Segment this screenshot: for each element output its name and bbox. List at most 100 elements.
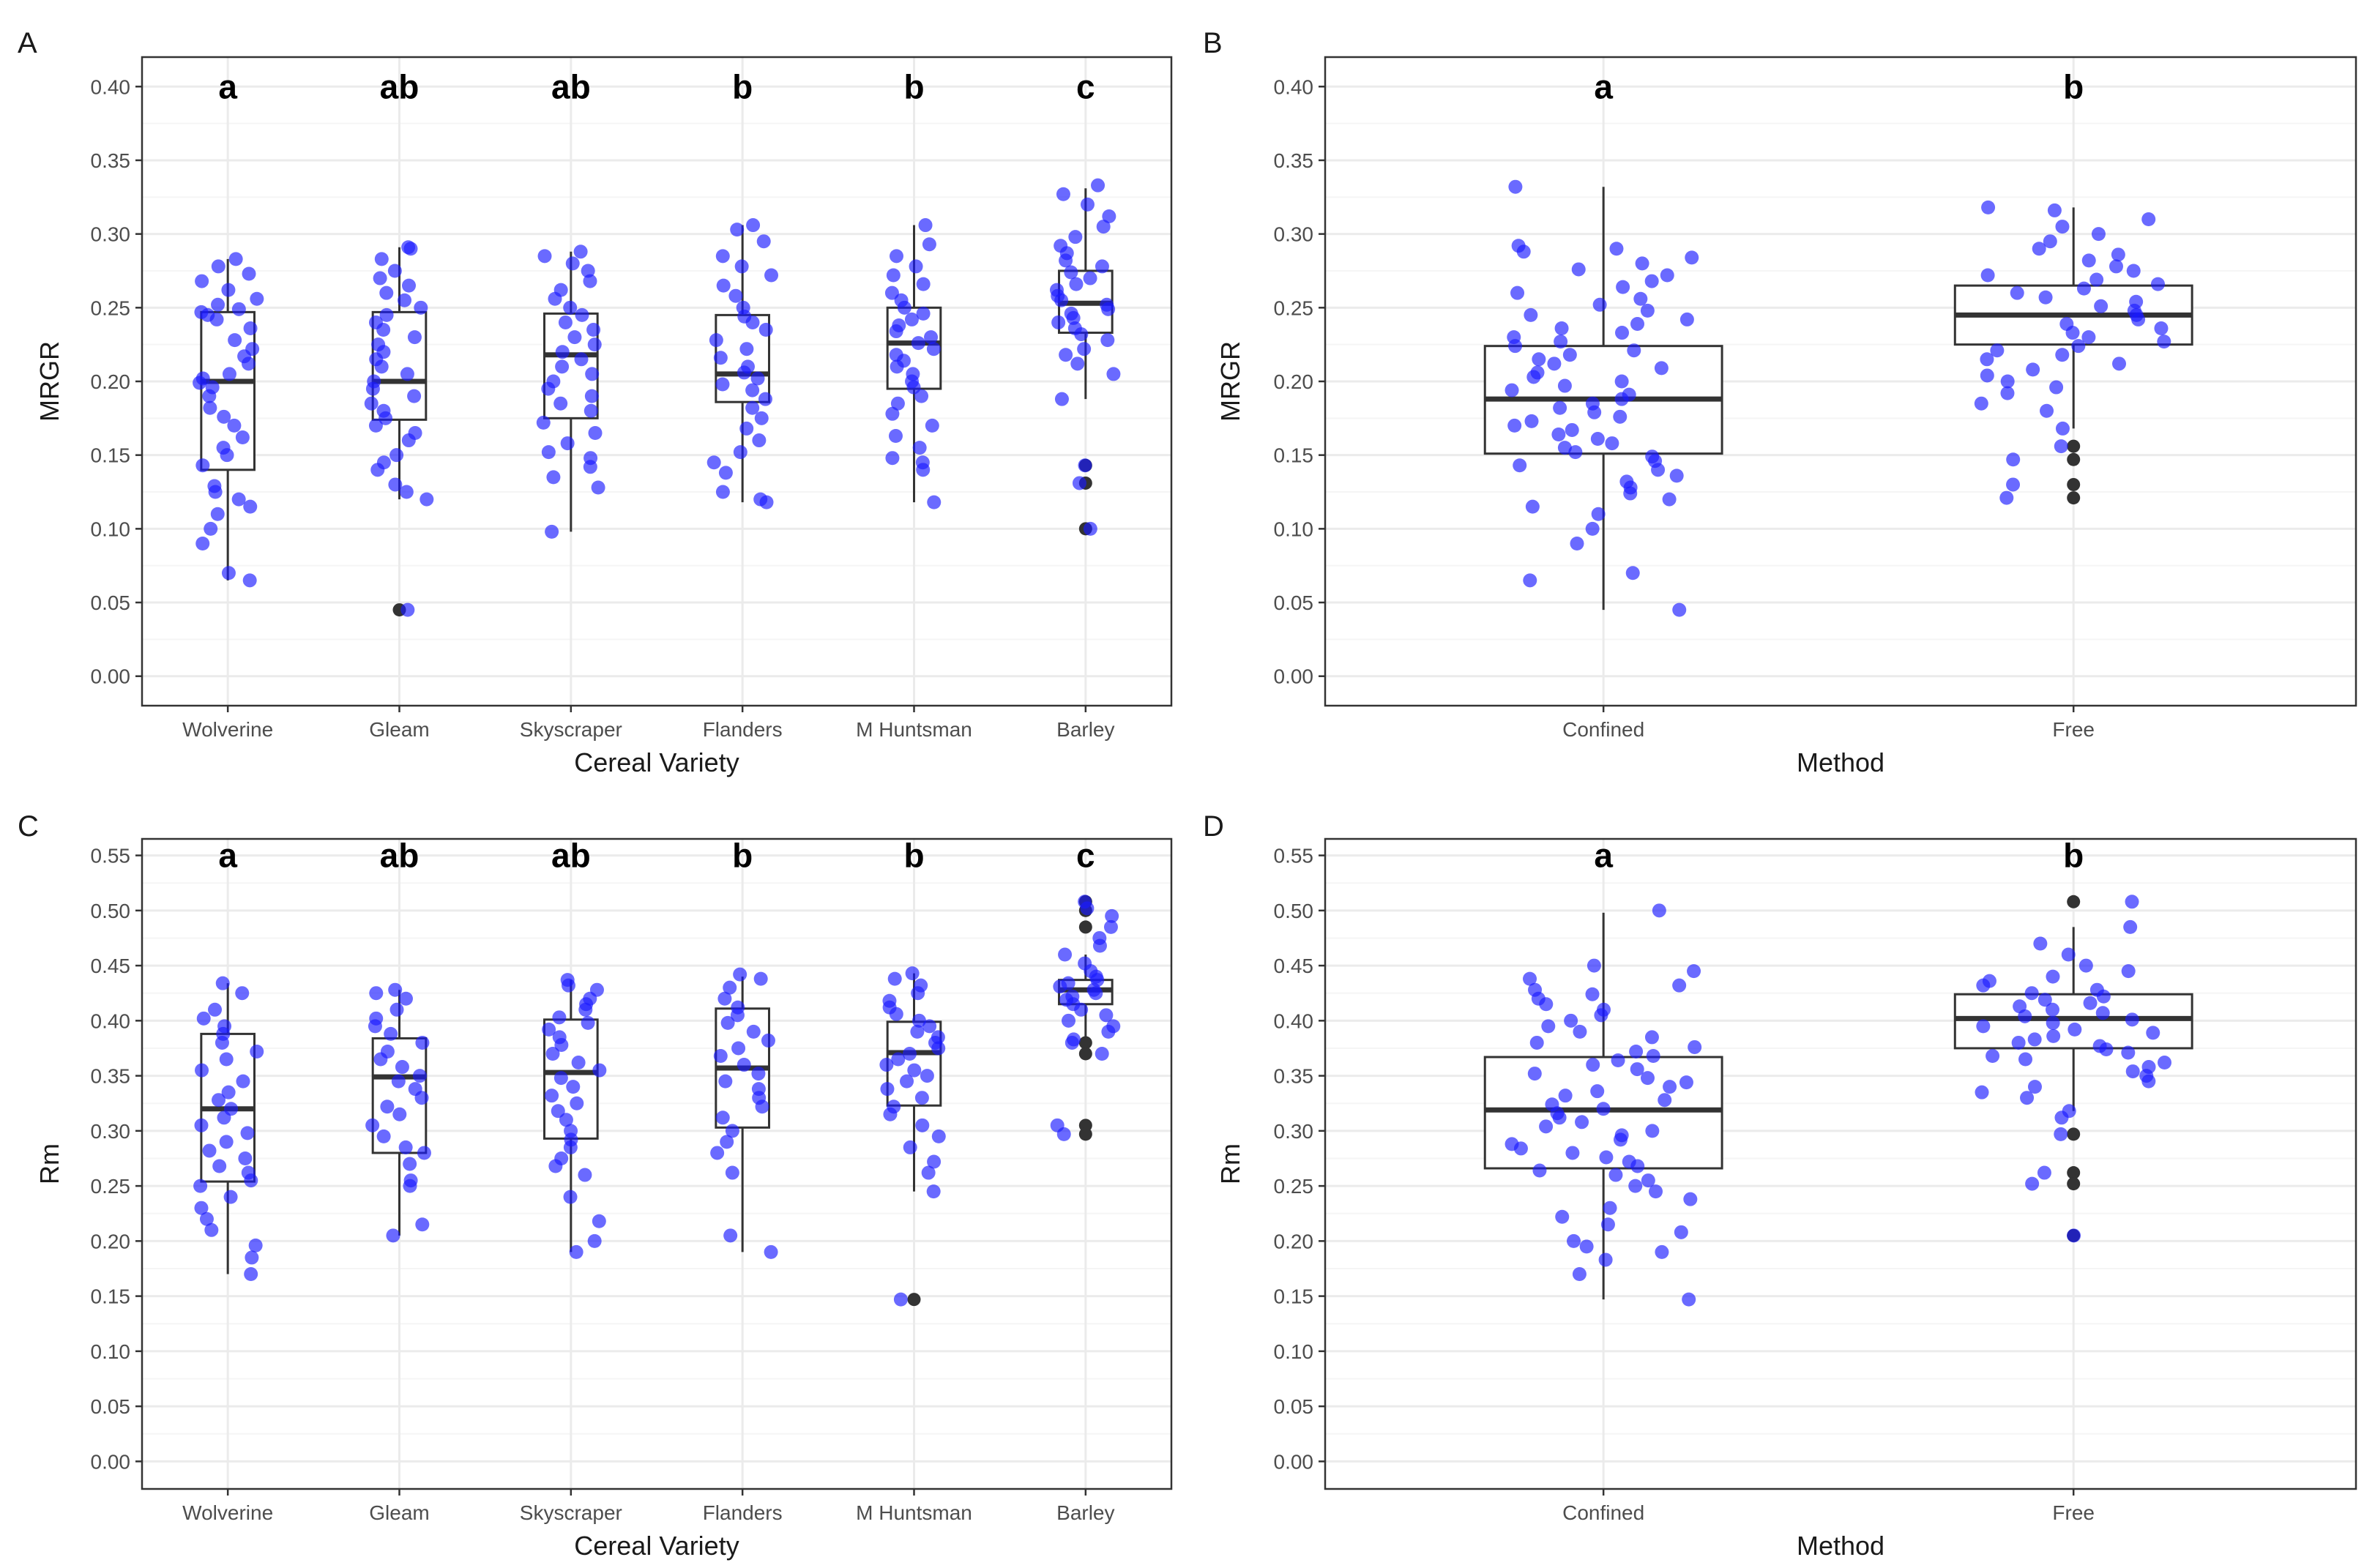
data-point xyxy=(228,333,242,348)
data-point xyxy=(2049,380,2064,395)
data-point xyxy=(1051,315,1066,329)
data-point xyxy=(398,991,413,1006)
data-point xyxy=(1066,310,1081,325)
y-tick-label: 0.10 xyxy=(1274,518,1314,540)
data-point xyxy=(210,507,225,521)
data-point xyxy=(725,1124,739,1138)
data-point xyxy=(227,418,242,433)
data-point xyxy=(202,389,217,403)
data-point xyxy=(912,441,927,455)
x-tick-label: Barley xyxy=(1056,718,1114,741)
data-point xyxy=(575,307,589,322)
y-tick-label: 0.20 xyxy=(1274,1230,1314,1252)
data-point xyxy=(415,1035,430,1050)
data-point xyxy=(194,1118,209,1132)
significance-letter: ab xyxy=(551,837,591,875)
data-point xyxy=(243,499,258,514)
data-point xyxy=(573,244,588,259)
data-point xyxy=(1099,1008,1114,1023)
data-point xyxy=(1566,1233,1581,1248)
data-point xyxy=(1510,285,1525,300)
panel-A: a ab ab b b c 0.00 0.05 0.10 0.15 0.20 0.25 0.30 0.35… xyxy=(18,27,1173,777)
data-point xyxy=(731,1041,746,1056)
data-point xyxy=(374,359,389,374)
y-tick-label: 0.30 xyxy=(1274,223,1314,246)
data-point xyxy=(2037,993,2052,1007)
data-point xyxy=(926,342,941,356)
data-point xyxy=(2018,1009,2032,1023)
data-point xyxy=(2067,1228,2081,1243)
data-point xyxy=(244,1267,258,1282)
data-point xyxy=(754,411,769,425)
data-point xyxy=(2146,1026,2160,1040)
data-point xyxy=(720,1135,734,1149)
significance-letter: ab xyxy=(551,67,591,105)
data-point xyxy=(1990,343,2005,358)
data-point xyxy=(195,537,210,550)
data-point xyxy=(2065,326,2080,340)
y-tick-label: 0.55 xyxy=(1274,845,1314,867)
data-point xyxy=(1058,947,1073,962)
data-point xyxy=(1083,271,1097,285)
data-point xyxy=(1640,303,1655,318)
y-axis-title: Rm xyxy=(1215,1143,1245,1184)
data-point xyxy=(400,602,415,617)
y-tick-label: 0.00 xyxy=(91,1450,131,1473)
data-point xyxy=(548,1159,563,1173)
data-point xyxy=(250,1044,264,1059)
data-point xyxy=(2054,1110,2069,1125)
data-point xyxy=(1614,392,1629,406)
data-point xyxy=(1570,537,1584,550)
data-point xyxy=(587,1233,602,1248)
data-point xyxy=(403,1179,417,1193)
data-point xyxy=(1679,1075,1693,1090)
data-point xyxy=(907,1063,922,1078)
data-point xyxy=(565,256,580,271)
data-point xyxy=(739,342,754,356)
data-point xyxy=(739,421,754,436)
data-point xyxy=(1975,1085,1989,1100)
data-point xyxy=(400,367,414,381)
data-point xyxy=(905,966,920,981)
data-point xyxy=(420,492,434,507)
data-point xyxy=(1056,187,1070,201)
data-point xyxy=(715,249,730,264)
data-point xyxy=(389,448,404,463)
data-point xyxy=(911,986,925,1001)
data-point xyxy=(879,1058,894,1072)
y-tick-label: 0.25 xyxy=(1274,1175,1314,1198)
y-tick-label: 0.30 xyxy=(1274,1120,1314,1143)
data-point xyxy=(588,425,603,440)
data-point xyxy=(1565,1146,1580,1160)
data-point xyxy=(2000,374,2015,389)
data-point xyxy=(897,300,911,315)
data-point xyxy=(578,1168,592,1182)
panel-tag: A xyxy=(18,27,37,59)
data-point xyxy=(1598,1252,1613,1267)
outlier-point xyxy=(2067,1177,2081,1191)
data-point xyxy=(915,1118,930,1132)
data-point xyxy=(412,1069,427,1083)
y-tick-label: 0.45 xyxy=(1274,955,1314,977)
data-point xyxy=(1053,979,1067,994)
panel-C: a ab ab b b c 0.00 0.05 0.10 0.15 0.20 0.25 0.30 0.35… xyxy=(18,810,1173,1561)
x-tick-label: Wolverine xyxy=(182,718,273,741)
data-point xyxy=(231,302,246,316)
x-tick-label: Free xyxy=(2052,1501,2095,1524)
data-point xyxy=(1633,291,1648,306)
data-point xyxy=(586,323,601,337)
data-point xyxy=(1092,938,1107,953)
data-point xyxy=(720,1015,735,1030)
data-point xyxy=(2061,947,2076,962)
y-tick-label: 0.25 xyxy=(91,1175,131,1198)
significance-letter: c xyxy=(1076,837,1095,875)
data-point xyxy=(1999,490,2014,505)
data-point xyxy=(914,389,929,403)
data-point xyxy=(395,1060,409,1075)
box-body xyxy=(1953,993,2193,1050)
data-point xyxy=(931,1041,946,1056)
y-tick-label: 0.20 xyxy=(91,1230,131,1252)
data-point xyxy=(1586,1058,1600,1072)
data-point xyxy=(1592,297,1607,312)
